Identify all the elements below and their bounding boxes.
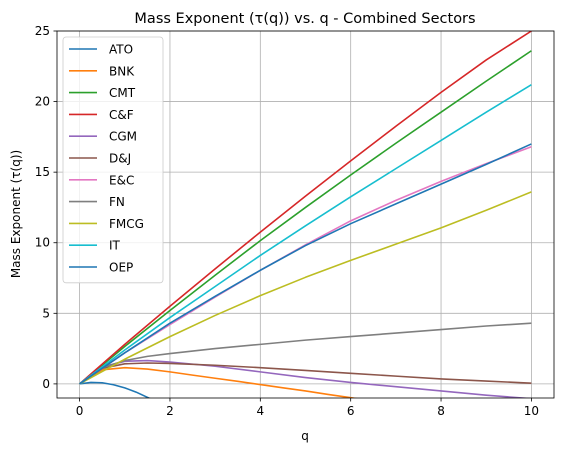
series-line-d-j xyxy=(79,362,532,385)
series-line-fmcg xyxy=(79,191,532,385)
y-axis-ticks: 0 5 10 15 20 25 xyxy=(35,24,57,391)
y-tick-label: 5 xyxy=(42,306,50,320)
legend-label: CGM xyxy=(109,130,137,144)
legend-label: E&C xyxy=(109,173,134,187)
legend-label: ATO xyxy=(109,43,133,57)
y-tick-label: 10 xyxy=(35,236,50,250)
x-axis-ticks: 0 2 4 6 8 10 xyxy=(76,398,539,418)
legend-label: C&F xyxy=(109,108,134,122)
series-line-c-f xyxy=(79,31,532,385)
x-tick-label: 2 xyxy=(166,404,174,418)
legend-label: D&J xyxy=(109,152,131,166)
x-tick-label: 0 xyxy=(76,404,84,418)
series-line-bnk xyxy=(79,366,358,398)
chart-title: Mass Exponent (τ(q)) vs. q - Combined Se… xyxy=(134,11,475,27)
series-line-fn xyxy=(79,322,532,385)
legend-label: BNK xyxy=(109,64,135,78)
y-tick-label: 15 xyxy=(35,165,50,179)
x-tick-label: 4 xyxy=(256,404,264,418)
series-line-oep xyxy=(79,143,532,385)
x-axis-label: q xyxy=(301,429,309,443)
legend-label: FN xyxy=(109,195,125,209)
x-tick-label: 8 xyxy=(437,404,445,418)
legend: ATO BNK CMT C&F CGM D&J E&C FN FMCG IT OEP xyxy=(62,36,164,284)
y-tick-label: 20 xyxy=(35,95,50,109)
series-lines xyxy=(79,31,532,398)
y-tick-label: 25 xyxy=(35,24,50,38)
x-tick-label: 10 xyxy=(524,404,539,418)
legend-label: FMCG xyxy=(109,217,144,231)
series-line-it xyxy=(79,83,532,385)
x-tick-label: 6 xyxy=(347,404,355,418)
legend-label: CMT xyxy=(109,86,136,100)
y-tick-label: 0 xyxy=(42,377,50,391)
series-line-cmt xyxy=(79,50,532,385)
legend-box xyxy=(62,36,164,284)
series-line-ato xyxy=(79,381,151,398)
legend-label: IT xyxy=(109,239,121,253)
y-axis-label: Mass Exponent (τ(q)) xyxy=(9,150,23,278)
legend-label: OEP xyxy=(109,261,133,275)
plot-area-frame xyxy=(56,30,555,399)
